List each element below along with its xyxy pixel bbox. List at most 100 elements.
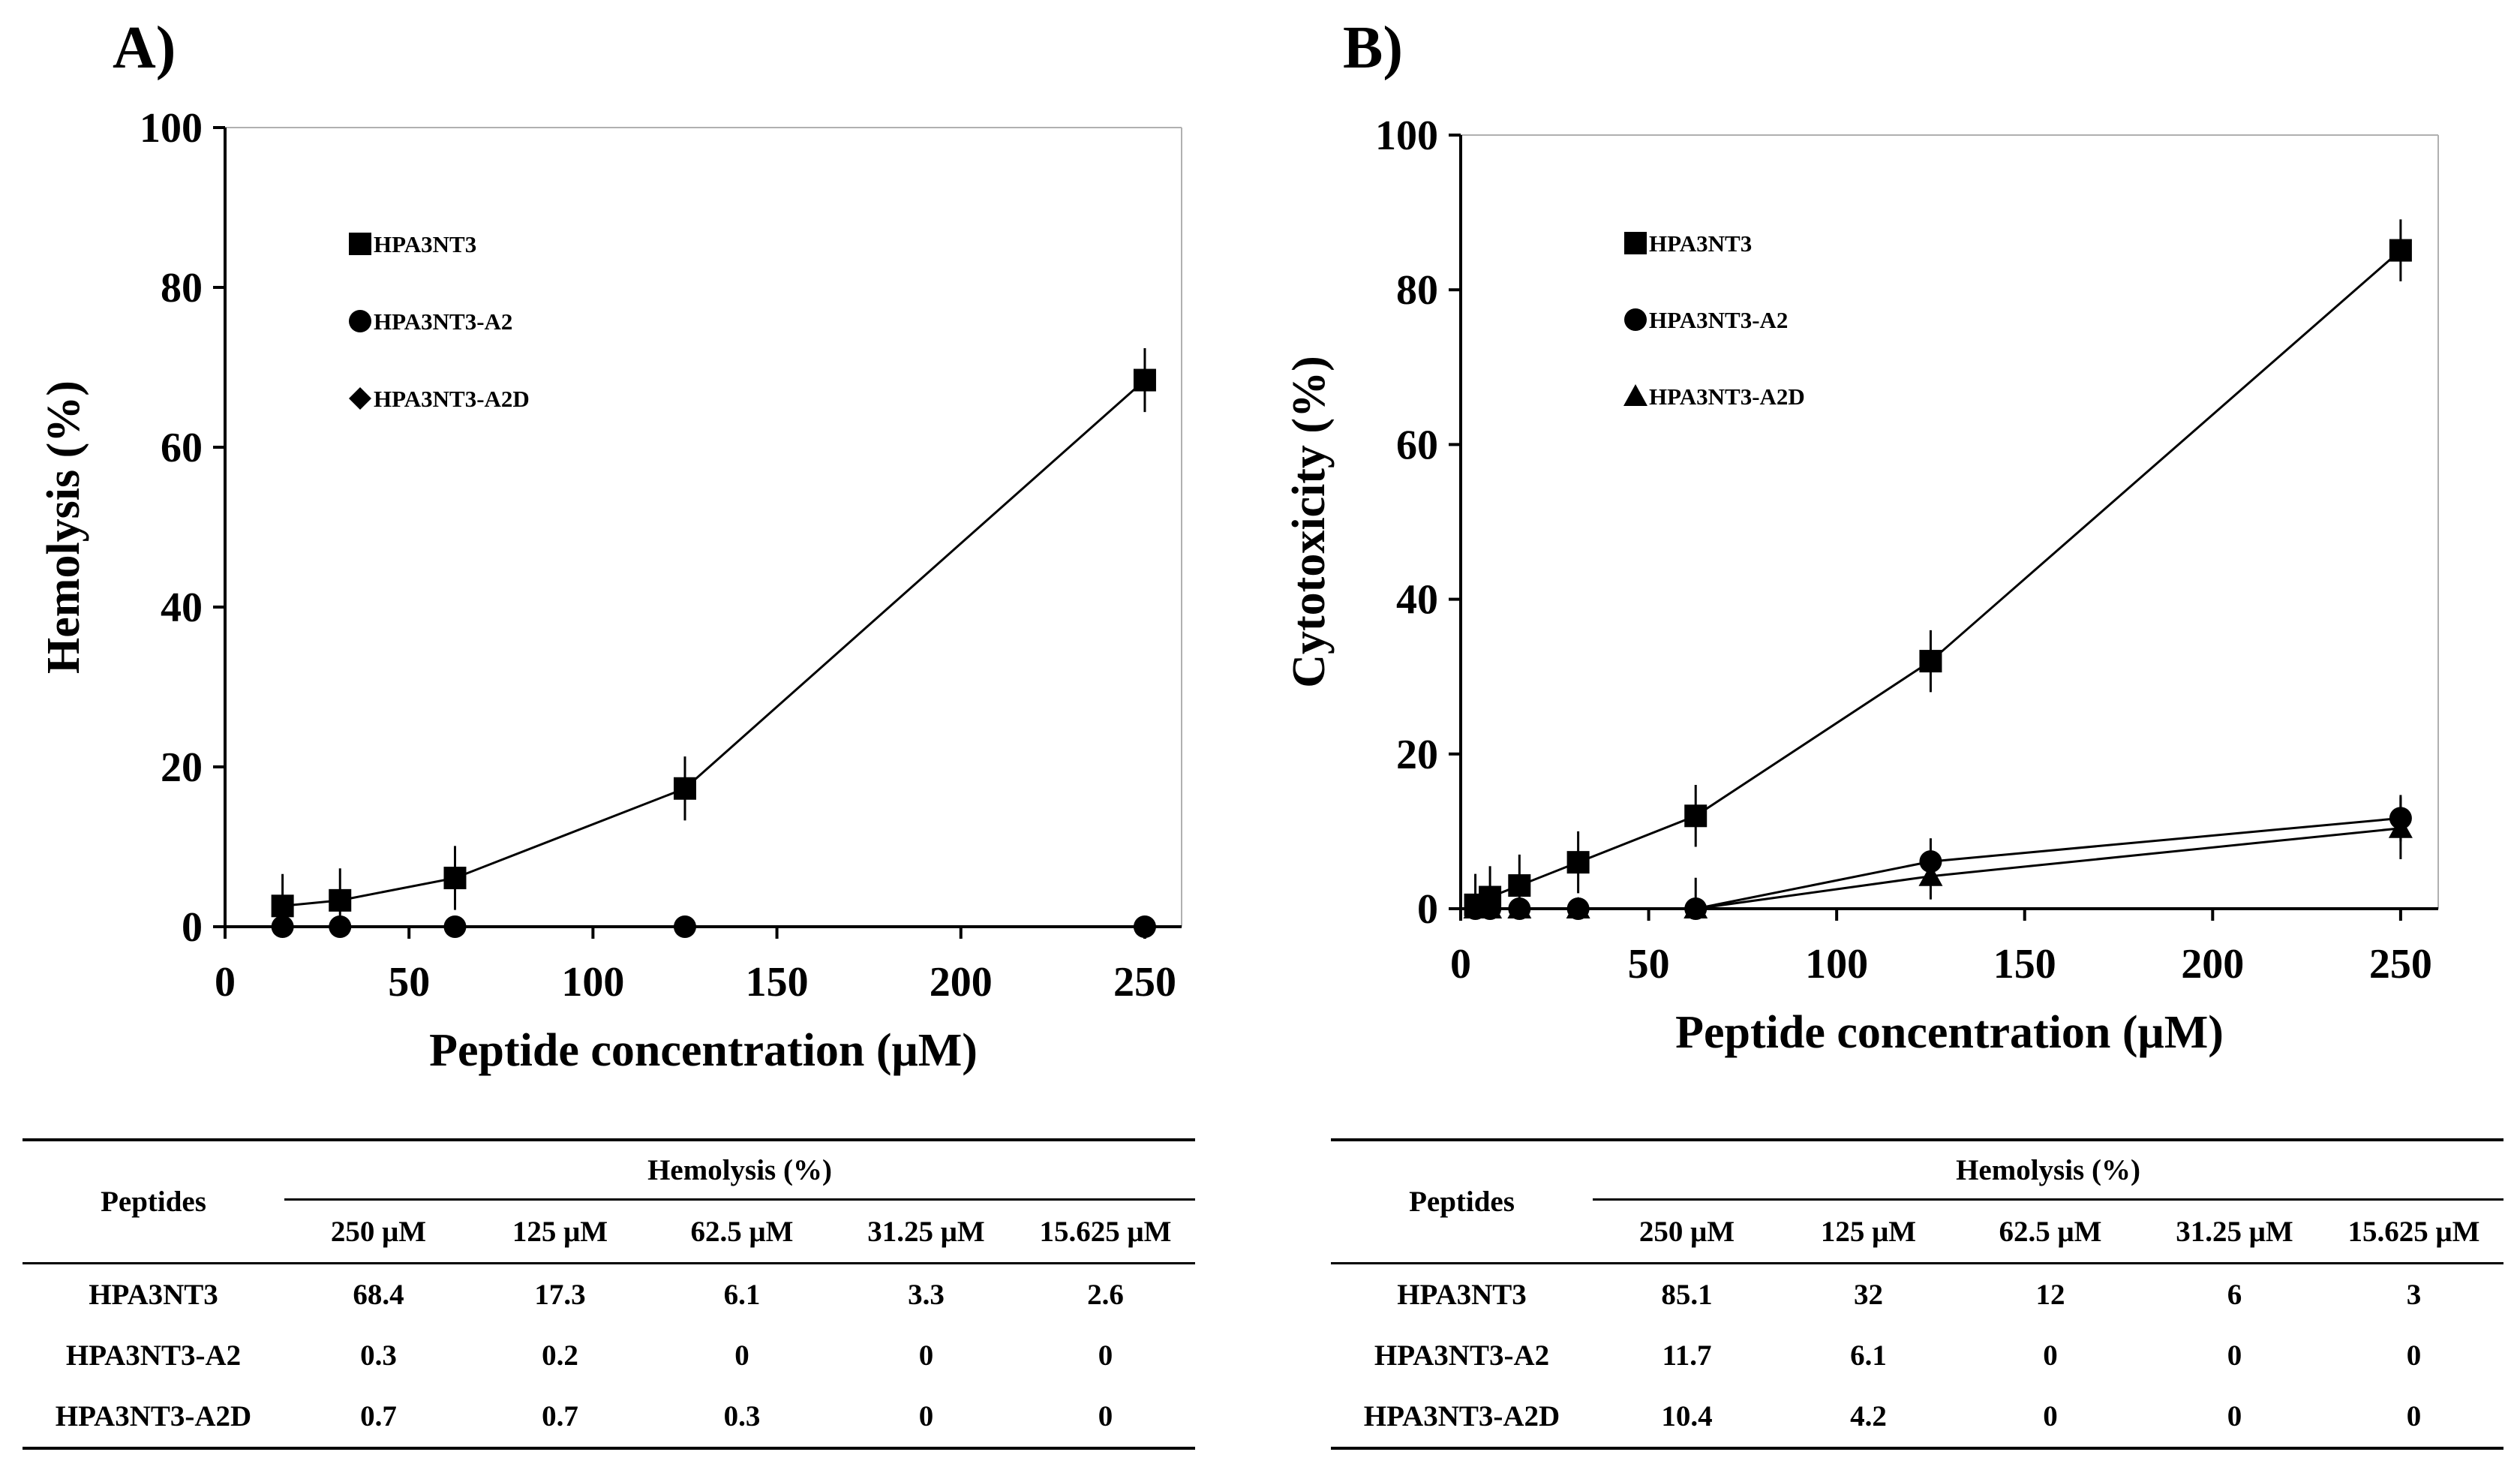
- y-tick-label: 0: [1417, 886, 1438, 933]
- x-axis-title: Peptide concentration (μM): [1675, 1007, 2224, 1058]
- data-point: [1508, 874, 1531, 897]
- table-b-col-header: 15.625 μM: [2347, 1215, 2480, 1248]
- legend-label: HPA3NT3: [1649, 230, 1752, 257]
- y-tick-label: 60: [161, 425, 203, 471]
- table-cell: 0: [1098, 1339, 1113, 1372]
- table-cell: 0.2: [542, 1339, 578, 1372]
- table-a: Peptides Hemolysis (%) 250 μM 125 μM 62.…: [23, 1138, 1196, 1450]
- data-point: [1919, 650, 1942, 673]
- table-cell-peptide: HPA3NT3: [1331, 1262, 1593, 1325]
- table-cell: 85.1: [1593, 1262, 1781, 1325]
- table-cell: 11.7: [1662, 1339, 1712, 1372]
- y-tick-label: 20: [1396, 732, 1438, 778]
- table-cell-peptide: HPA3NT3-A2: [1374, 1339, 1550, 1372]
- table-row: HPA3NT3-A2 11.7 6.1 0 0 0: [1331, 1325, 2503, 1386]
- table-cell: 0: [2324, 1386, 2504, 1450]
- table-cell: 6: [2145, 1262, 2324, 1325]
- table-cell: 0.7: [473, 1386, 647, 1450]
- table-cell: 0: [2145, 1386, 2324, 1450]
- table-b-col-header: 31.25 μM: [2176, 1215, 2293, 1248]
- legend-marker: [1624, 232, 1647, 254]
- y-tick-label: 40: [161, 585, 203, 631]
- table-a-col-header: 250 μM: [330, 1215, 427, 1248]
- table-cell: 12: [1956, 1262, 2145, 1325]
- data-point: [1566, 851, 1590, 874]
- table-a-col-header: 15.625 μM: [1039, 1215, 1172, 1248]
- y-axis-title: Cytotoxicity (%): [1284, 356, 1335, 687]
- table-cell: 0: [2043, 1339, 2058, 1372]
- data-point: [1478, 897, 1503, 918]
- legend-label: HPA3NT3: [374, 231, 476, 257]
- data-point: [1133, 368, 1156, 392]
- table-cell: 0: [836, 1386, 1016, 1450]
- data-point: [1918, 864, 1943, 886]
- table-row: HPA3NT3 85.1 32 12 6 3: [1331, 1262, 2504, 1325]
- table-cell: 6.1: [1850, 1339, 1887, 1372]
- table-cell: 0: [2406, 1339, 2422, 1372]
- data-point: [443, 915, 467, 938]
- table-b-col-header: 250 μM: [1638, 1215, 1735, 1248]
- legend-marker: [349, 310, 371, 332]
- table-cell: 10.4: [1593, 1386, 1781, 1450]
- legend-marker: [349, 233, 371, 255]
- x-tick-label: 150: [746, 959, 809, 1006]
- table-a-row-header: Peptides: [23, 1138, 284, 1264]
- y-axis-title: Hemolysis (%): [38, 380, 89, 674]
- table-a-col-header: 62.5 μM: [690, 1215, 794, 1248]
- data-point: [673, 915, 696, 938]
- x-tick-label: 100: [1805, 941, 1868, 988]
- table-a-col-header: 31.25 μM: [867, 1215, 985, 1248]
- x-tick-label: 50: [1628, 941, 1670, 988]
- table-a-col-header: 125 μM: [512, 1215, 608, 1248]
- data-point: [2389, 239, 2412, 262]
- table-cell-peptide: HPA3NT3-A2D: [23, 1386, 284, 1450]
- data-point: [1684, 897, 1708, 918]
- table-b-col-header: 62.5 μM: [1999, 1215, 2102, 1248]
- data-point: [1566, 897, 1590, 918]
- panel-label: A): [113, 15, 176, 81]
- data-point: [271, 915, 294, 938]
- data-point: [443, 867, 467, 890]
- table-cell: 4.2: [1781, 1386, 1956, 1450]
- table-cell: 32: [1781, 1262, 1956, 1325]
- y-tick-label: 100: [1375, 113, 1438, 159]
- table-cell: 0.3: [360, 1339, 397, 1372]
- table-b-group-header: Hemolysis (%): [1593, 1138, 2504, 1201]
- table-cell: 17.3: [473, 1262, 647, 1325]
- legend-label: HPA3NT3-A2D: [374, 386, 530, 412]
- y-tick-label: 60: [1396, 422, 1438, 468]
- table-row: HPA3NT3-A2D 0.7 0.7 0.3 0 0: [23, 1386, 1196, 1450]
- data-point: [1133, 915, 1156, 938]
- legend-marker: [349, 387, 371, 410]
- table-cell: 0.7: [284, 1386, 473, 1450]
- table-b-row-header: Peptides: [1331, 1138, 1593, 1264]
- y-tick-label: 80: [1396, 267, 1438, 314]
- table-cell: 0: [918, 1339, 934, 1372]
- legend-label: HPA3NT3-A2: [374, 308, 512, 335]
- data-point: [1684, 804, 1708, 828]
- table-row: HPA3NT3-A2D 10.4 4.2 0 0 0: [1331, 1386, 2504, 1450]
- y-tick-label: 40: [1396, 577, 1438, 624]
- table-cell: 2.6: [1016, 1262, 1196, 1325]
- x-tick-label: 250: [1113, 959, 1176, 1006]
- series-line: [1474, 249, 2401, 906]
- table-row: HPA3NT3-A2 0.3 0.2 0 0 0: [23, 1325, 1195, 1386]
- data-point: [271, 894, 294, 918]
- table-b: Peptides Hemolysis (%) 250 μM 125 μM 62.…: [1331, 1138, 2504, 1450]
- x-tick-label: 50: [388, 959, 430, 1006]
- y-tick-label: 100: [140, 105, 203, 152]
- table-cell: 0: [734, 1339, 749, 1372]
- y-tick-label: 80: [161, 265, 203, 311]
- x-tick-label: 250: [2369, 941, 2432, 988]
- series-line: [282, 379, 1146, 907]
- legend-marker: [1624, 308, 1647, 331]
- data-point: [673, 777, 696, 800]
- panel-label: B): [1343, 15, 1403, 81]
- table-a-group-header: Hemolysis (%): [284, 1138, 1196, 1201]
- x-tick-label: 100: [561, 959, 624, 1006]
- table-cell: 68.4: [284, 1262, 473, 1325]
- table-cell-peptide: HPA3NT3-A2D: [1331, 1386, 1593, 1450]
- table-cell: 6.1: [647, 1262, 836, 1325]
- table-cell-peptide: HPA3NT3: [23, 1262, 284, 1325]
